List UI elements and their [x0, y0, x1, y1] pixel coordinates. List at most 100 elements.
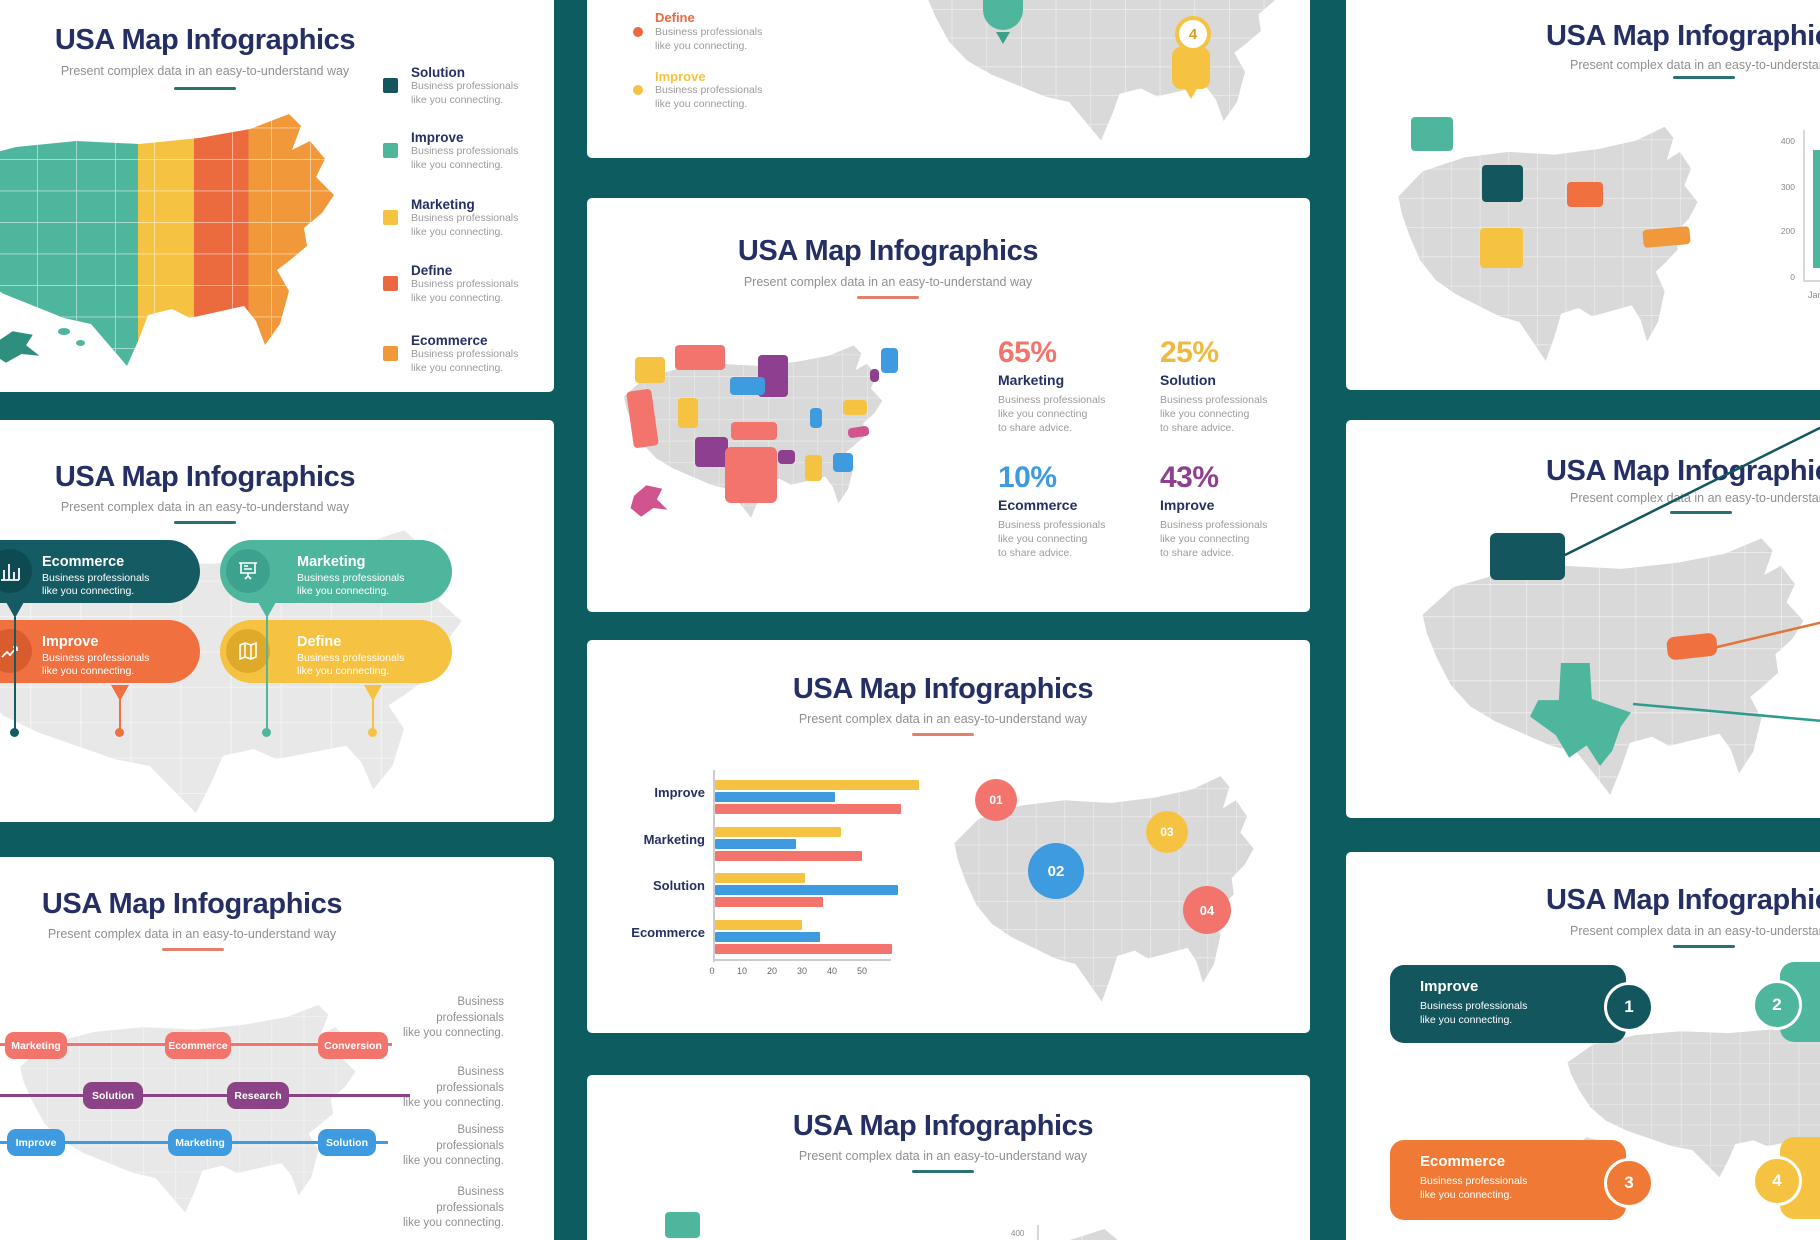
slide-title: USA Map Infographics	[792, 1110, 1094, 1142]
usa-map	[917, 0, 1310, 154]
state-patch	[843, 400, 867, 415]
stat-label: Improve	[1160, 497, 1215, 513]
map-pin-yellow-stem	[1184, 87, 1198, 99]
stat-ecommerce: 10% Ecommerce Business professionals like…	[998, 463, 1148, 561]
state-patch	[695, 437, 728, 467]
legend-desc: Business professionals like you connectin…	[411, 348, 519, 374]
title-underline	[1673, 945, 1735, 948]
state-patch	[810, 408, 822, 428]
bar	[715, 944, 892, 954]
pointer-line	[14, 617, 16, 729]
slide-subtitle: Present complex data in an easy-to-under…	[798, 1149, 1088, 1163]
bar	[715, 897, 823, 907]
bar-category: Marketing	[643, 832, 705, 847]
state-patch-montana	[1490, 533, 1565, 580]
map-dot	[115, 728, 124, 737]
state-patch	[725, 447, 777, 503]
map-marker-02: 02	[1028, 843, 1084, 899]
legend-desc: Business professionals like you connectin…	[411, 212, 519, 238]
slide-card-percentages[interactable]: USA Map Infographics Present complex dat…	[587, 198, 1310, 612]
slide-card-pins-partial[interactable]: Define Business professionals like you co…	[587, 0, 1310, 158]
legend-desc: Business professionals like you connectin…	[411, 145, 519, 171]
state-patch	[805, 455, 822, 481]
usa-map-background	[15, 990, 385, 1225]
legend-label: Marketing	[411, 197, 475, 212]
bar-category: Solution	[653, 878, 705, 893]
stat-value: 25%	[1160, 336, 1219, 369]
bullet-dot	[633, 27, 643, 37]
mini-chart-bar	[1813, 150, 1820, 268]
title-underline	[857, 296, 919, 299]
stat-marketing: 65% Marketing Business professionals like…	[998, 338, 1148, 436]
y-tick: 300	[1780, 182, 1795, 192]
callout-lines	[1562, 426, 1820, 722]
slide-subtitle: Present complex data in an easy-to-under…	[798, 712, 1088, 726]
y-tick: 400	[1780, 136, 1795, 146]
item-number-4: 4	[1752, 1156, 1802, 1206]
state-patch	[665, 1212, 700, 1238]
bar	[715, 932, 820, 942]
state-patch	[731, 422, 777, 440]
state-patch	[778, 450, 795, 464]
y-axis-line	[713, 770, 715, 962]
slide-subtitle: Present complex data in an easy-to-under…	[60, 500, 350, 514]
state-patch	[881, 348, 898, 373]
pill-pointer	[111, 685, 129, 701]
state-patch	[1480, 228, 1523, 268]
timeline-pill: Solution	[318, 1129, 376, 1156]
stat-label: Marketing	[998, 372, 1065, 388]
state-patch	[833, 453, 853, 472]
title-underline	[1670, 511, 1732, 514]
slide-card-regions-legend[interactable]: USA Map Infographics Present complex dat…	[0, 0, 554, 392]
legend-label: Ecommerce	[411, 333, 488, 348]
timeline-note: Business professionals like you connectin…	[402, 1186, 504, 1230]
item-desc: Business professionals like you connectin…	[655, 26, 763, 52]
timeline-note: Business professionals like you connectin…	[402, 1066, 504, 1110]
pointer-line	[266, 617, 268, 729]
item-number-3: 3	[1604, 1158, 1654, 1208]
legend-swatch	[383, 276, 398, 291]
legend-label: Solution	[411, 65, 465, 80]
map-dot	[10, 728, 19, 737]
pointer-line	[119, 700, 121, 729]
item-desc: Business professionals like you connectin…	[1420, 1175, 1528, 1201]
bar	[715, 851, 862, 861]
timeline-note: Business professionals like you connectin…	[402, 1124, 504, 1168]
pill-text: Define Business professionals like you co…	[297, 634, 405, 678]
pill-pointer	[6, 602, 24, 618]
state-patch	[1567, 182, 1603, 207]
item-label: Improve	[655, 69, 706, 84]
slide-subtitle: Present complex data in an easy-to-under…	[47, 927, 337, 941]
map-icon	[226, 629, 270, 673]
map-pin-yellow-body	[1172, 47, 1210, 89]
state-patch	[1482, 165, 1523, 202]
slide-card-numbered-items[interactable]: USA Map Infographics Present complex dat…	[1346, 852, 1820, 1240]
slide-card-callouts[interactable]: USA Map Infographics Present complex dat…	[1346, 420, 1820, 818]
timeline-pill: Ecommerce	[165, 1032, 231, 1059]
pill-pointer	[364, 685, 382, 701]
y-tick: 200	[1780, 226, 1795, 236]
slide-card-barchart[interactable]: USA Map Infographics Present complex dat…	[587, 640, 1310, 1033]
map-pin-arrow	[996, 32, 1010, 44]
item-label: Define	[655, 10, 695, 25]
bar	[715, 827, 841, 837]
bar	[715, 804, 901, 814]
pill-text: Marketing Business professionals like you…	[297, 554, 405, 598]
map-dot	[368, 728, 377, 737]
bullet-dot	[633, 85, 643, 95]
slide-card-timeline[interactable]: USA Map Infographics Present complex dat…	[0, 857, 554, 1240]
slide-card-pills[interactable]: USA Map Infographics Present complex dat…	[0, 420, 554, 822]
state-patch	[730, 377, 765, 395]
slide-title: USA Map Infographics	[54, 24, 356, 56]
slide-title: USA Map Infographics	[1546, 20, 1820, 52]
state-patch	[678, 398, 698, 428]
bar	[715, 885, 898, 895]
slide-subtitle: Present complex data in an easy-to-under…	[1570, 924, 1820, 938]
x-tick: 20	[766, 966, 777, 976]
item-desc: Business professionals like you connectin…	[655, 84, 763, 110]
timeline-pill: Solution	[83, 1082, 143, 1109]
slide-card-bottom-partial[interactable]: USA Map Infographics Present complex dat…	[587, 1075, 1310, 1240]
item-label: Improve	[1420, 978, 1479, 995]
slide-card-states-chart[interactable]: USA Map Infographics Present complex dat…	[1346, 0, 1820, 390]
